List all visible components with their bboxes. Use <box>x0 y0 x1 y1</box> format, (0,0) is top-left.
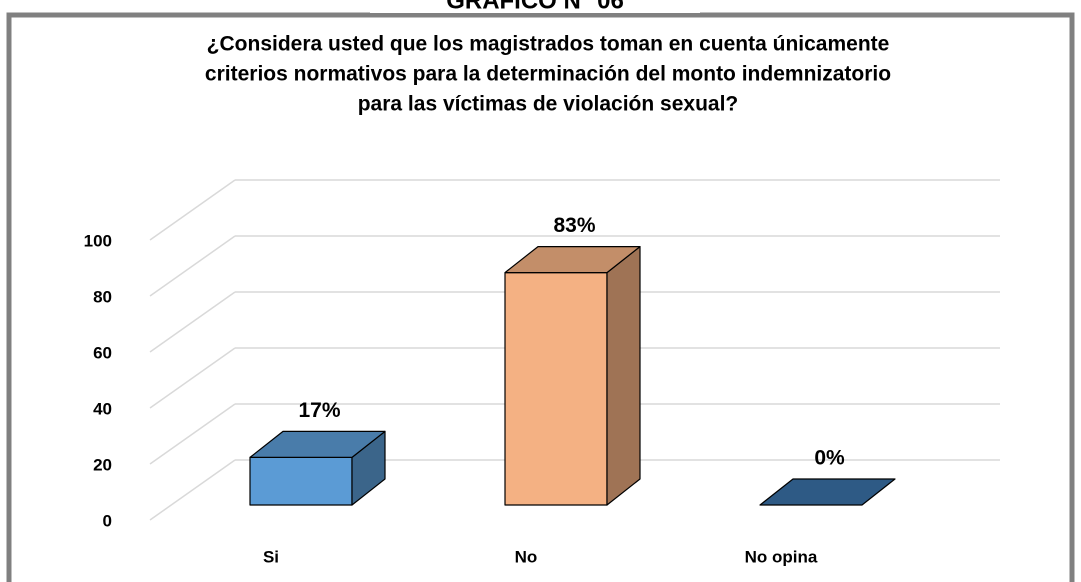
grid-line-side <box>149 347 236 409</box>
value-label: 83% <box>553 214 595 237</box>
value-label: 17% <box>298 399 340 422</box>
value-label: 0% <box>814 447 845 470</box>
chart-title-line: ¿Considera usted que los magistrados tom… <box>207 33 890 56</box>
x-tick-label: No <box>515 547 538 566</box>
bar-top <box>504 246 641 274</box>
bar-top <box>759 478 896 506</box>
y-tick-label: 20 <box>93 455 112 474</box>
y-tick-label: 80 <box>93 287 112 306</box>
header-bg <box>370 0 700 13</box>
grid-line-side <box>149 403 236 465</box>
chart-title-line: criterios normativos para la determinaci… <box>205 63 891 86</box>
x-tick-label: No opina <box>745 547 818 566</box>
chart-title: ¿Considera usted que los magistrados tom… <box>205 33 891 116</box>
y-tick-label: 100 <box>84 231 112 250</box>
grid-line-side <box>149 459 236 521</box>
bar-front <box>249 456 353 506</box>
y-tick-label: 60 <box>93 343 112 362</box>
chart-title-line: para las víctimas de violación sexual? <box>358 93 739 116</box>
grid-line-side <box>149 291 236 353</box>
grid-line-side <box>149 179 236 241</box>
y-tick-label: 0 <box>103 511 112 530</box>
bar-top <box>249 430 386 458</box>
bar-front <box>504 272 608 506</box>
x-tick-label: Si <box>263 547 279 566</box>
grid-line-side <box>149 235 236 297</box>
bar-side <box>606 246 641 506</box>
y-tick-label: 40 <box>93 399 112 418</box>
header: GRAFICO N° 06 <box>446 0 624 14</box>
